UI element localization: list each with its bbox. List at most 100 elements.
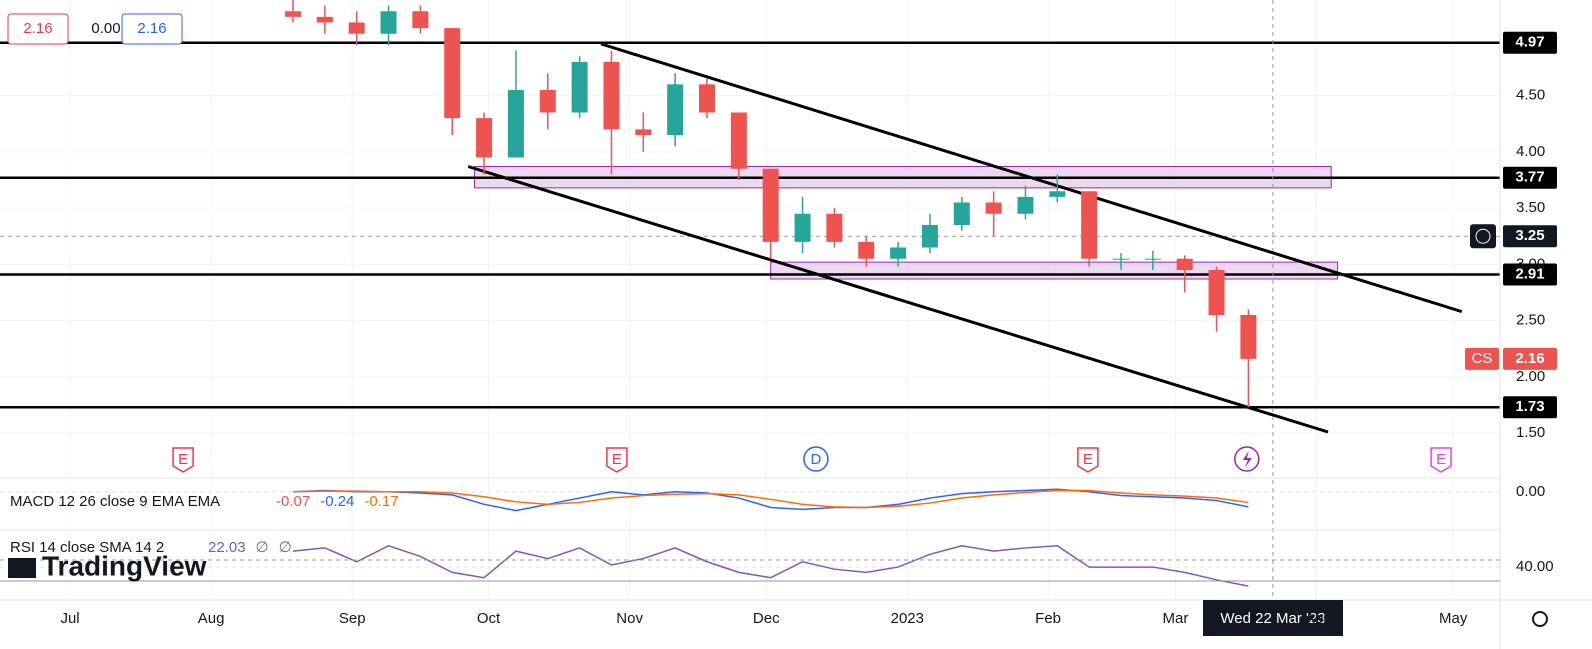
date-highlight: [1203, 600, 1343, 636]
x-tick-label: Aug: [198, 610, 225, 627]
y-tick-label: 1.50: [1516, 424, 1545, 441]
indicator-line: [292, 545, 1249, 587]
header-value: 0.00: [91, 20, 120, 37]
pane-tick-label: 0.00: [1516, 483, 1545, 500]
indicator-readout: -0.07: [276, 493, 310, 510]
gear[interactable]: [1532, 611, 1548, 627]
x-tick-label: Jul: [60, 610, 79, 627]
x-tick-label: Dec: [753, 610, 780, 627]
event-label: E: [1083, 451, 1093, 468]
y-tick-label: 3.00: [1516, 255, 1545, 272]
candle-body: [730, 112, 747, 169]
x-tick-label: Nov: [616, 610, 643, 627]
candle-body: [444, 28, 461, 119]
candle-body: [1017, 196, 1034, 214]
event-label: D: [811, 451, 822, 468]
event-label: E: [1436, 451, 1446, 468]
event-icon[interactable]: [606, 447, 628, 473]
candle-body: [507, 90, 524, 158]
indicator-readout: ∅: [256, 539, 269, 556]
brand: TradingView: [42, 550, 207, 581]
x-tick-label: May: [1439, 610, 1468, 627]
x-tick-label: Apr: [1305, 610, 1328, 627]
settings-icon[interactable]: [1532, 611, 1548, 627]
trendline: [467, 165, 1329, 434]
crosshair-label: 3.25: [1515, 227, 1544, 244]
candle-body: [635, 129, 652, 135]
candle-body: [921, 225, 938, 248]
x-tick-label: 2023: [891, 610, 924, 627]
header-value: 2.16: [137, 20, 166, 37]
header-value: 2.16: [23, 20, 52, 37]
indicator-readout: ∅: [279, 539, 292, 556]
level-label: 4.97: [1515, 34, 1544, 51]
candle-body: [284, 11, 301, 17]
event-label: E: [178, 451, 188, 468]
brand-logo: [8, 558, 36, 578]
candle-body: [762, 168, 779, 242]
candle-body: [826, 213, 843, 242]
macd-title: MACD 12 26 close 9 EMA EMA: [10, 493, 220, 510]
candle-body: [953, 202, 970, 225]
candle-body: [667, 84, 684, 135]
candle-body: [890, 247, 907, 259]
level-label-bg: [1503, 31, 1557, 54]
indicator-line: [292, 489, 1249, 509]
last-price: 2.16: [1515, 350, 1544, 367]
last-price-bg: [1503, 347, 1557, 370]
symbol-label-bg: [1465, 347, 1499, 370]
level-label-bg: [1503, 263, 1557, 286]
indicator-line: [292, 488, 1249, 512]
candle-body: [412, 11, 429, 29]
candle-body: [348, 22, 365, 34]
candle-body: [985, 202, 1002, 214]
level-label: 1.73: [1515, 398, 1544, 415]
candle-body: [603, 61, 620, 130]
indicator-readout: -0.24: [320, 493, 354, 510]
candle-body: [380, 11, 397, 34]
crosshair-label-bg: [1503, 225, 1557, 248]
event-label: E: [612, 451, 622, 468]
y-tick-label: 2.50: [1516, 312, 1545, 329]
add-button[interactable]: [1470, 224, 1496, 249]
header-box: [121, 13, 183, 45]
zone: [770, 261, 1339, 280]
level-label: 3.77: [1515, 169, 1544, 186]
event-icon[interactable]: [1077, 447, 1099, 473]
add-icon: [1475, 228, 1491, 244]
candle-body: [571, 61, 588, 113]
indicator-readout: -0.17: [364, 493, 398, 510]
candle-body: [476, 118, 493, 158]
candle-body: [539, 90, 556, 113]
candle-body: [1144, 258, 1161, 260]
level-label-bg: [1503, 396, 1557, 419]
y-tick-label: 3.50: [1516, 199, 1545, 216]
x-tick-label: Mar: [1163, 610, 1189, 627]
x-tick-label: Oct: [477, 610, 501, 627]
candle-body: [1113, 258, 1130, 260]
event-bolt: [1242, 451, 1252, 468]
candle-body: [1049, 191, 1066, 197]
candle-body: [1208, 270, 1225, 315]
event-icon[interactable]: [803, 446, 829, 472]
candle-body: [316, 16, 333, 23]
candle-body: [1081, 191, 1098, 259]
level-label-bg: [1503, 166, 1557, 189]
candle-body: [699, 84, 716, 113]
event-icon[interactable]: [172, 447, 194, 473]
candle-body: [858, 241, 875, 259]
rsi-title: RSI 14 close SMA 14 2: [10, 539, 164, 556]
header-box: [7, 13, 69, 45]
y-tick-label: 4.50: [1516, 87, 1545, 104]
event-icon[interactable]: [1430, 447, 1452, 473]
candle-body: [794, 213, 811, 242]
symbol-label: CS: [1472, 350, 1493, 367]
x-tick-label: Sep: [339, 610, 366, 627]
candle-body: [1240, 315, 1257, 359]
y-tick-label: 2.00: [1516, 368, 1545, 385]
pane-tick-label: 40.00: [1516, 558, 1554, 575]
indicator-readout: 22.03: [208, 539, 246, 556]
level-label: 2.91: [1515, 265, 1544, 282]
